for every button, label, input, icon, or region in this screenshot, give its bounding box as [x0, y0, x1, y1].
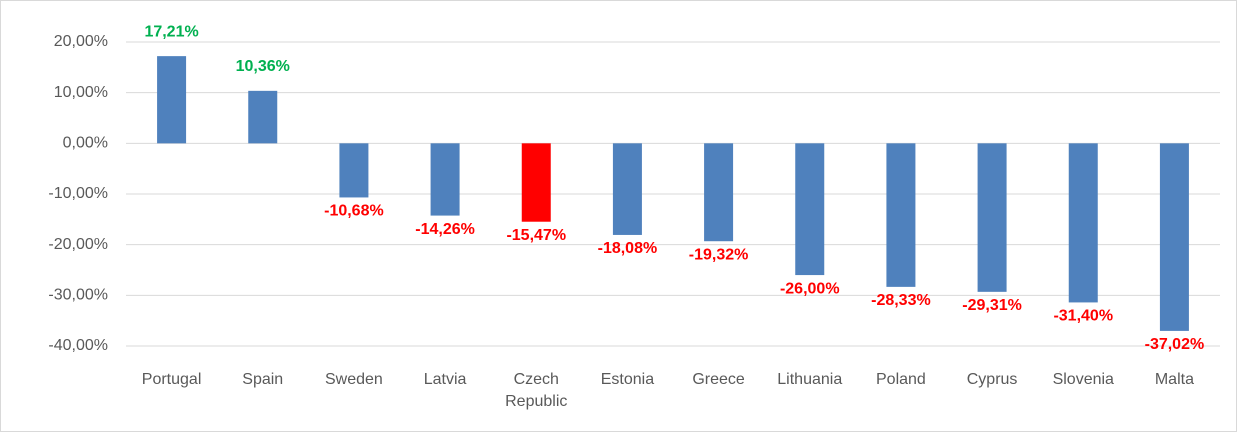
bar: [1159, 143, 1189, 331]
bar: [704, 143, 734, 242]
data-label: 17,21%: [144, 23, 198, 40]
data-label: -29,31%: [962, 297, 1022, 314]
y-tick-label: -20,00%: [48, 236, 108, 253]
y-tick-label: -30,00%: [48, 287, 108, 304]
x-tick-label: Lithuania: [777, 371, 842, 388]
bar: [795, 143, 825, 276]
bar: [1068, 143, 1098, 303]
data-label: -37,02%: [1145, 336, 1205, 353]
y-tick-label: -40,00%: [48, 337, 108, 354]
y-tick-label: 10,00%: [54, 84, 108, 101]
data-label: -10,68%: [324, 203, 384, 220]
bar: [977, 143, 1007, 292]
x-tick-label: Malta: [1155, 371, 1194, 388]
x-tick-label: Slovenia: [1053, 371, 1114, 388]
x-tick-label: Poland: [876, 371, 926, 388]
data-label: -31,40%: [1053, 308, 1113, 325]
x-tick-label: Spain: [242, 371, 283, 388]
x-tick-label: Czech Republic: [505, 371, 567, 410]
bar: [521, 143, 551, 222]
bar: [612, 143, 642, 235]
bar: [339, 143, 369, 198]
y-tick-label: -10,00%: [48, 185, 108, 202]
y-tick-label: 0,00%: [63, 135, 108, 152]
data-label: -15,47%: [506, 227, 566, 244]
x-tick-label: Portugal: [142, 371, 202, 388]
data-label: 10,36%: [236, 58, 290, 75]
x-tick-label: Latvia: [424, 371, 467, 388]
x-tick-label: Estonia: [601, 371, 654, 388]
x-tick-label: Greece: [692, 371, 745, 388]
data-label: -28,33%: [871, 292, 931, 309]
bar: [886, 143, 916, 287]
data-label: -14,26%: [415, 221, 475, 238]
bar: [157, 56, 187, 144]
data-label: -18,08%: [598, 240, 658, 257]
bar: [430, 143, 460, 216]
x-tick-label: Cyprus: [967, 371, 1018, 388]
data-label: -19,32%: [689, 246, 749, 263]
data-label: -26,00%: [780, 280, 840, 297]
bar: [248, 90, 278, 144]
y-tick-label: 20,00%: [54, 33, 108, 50]
x-tick-label: Sweden: [325, 371, 383, 388]
